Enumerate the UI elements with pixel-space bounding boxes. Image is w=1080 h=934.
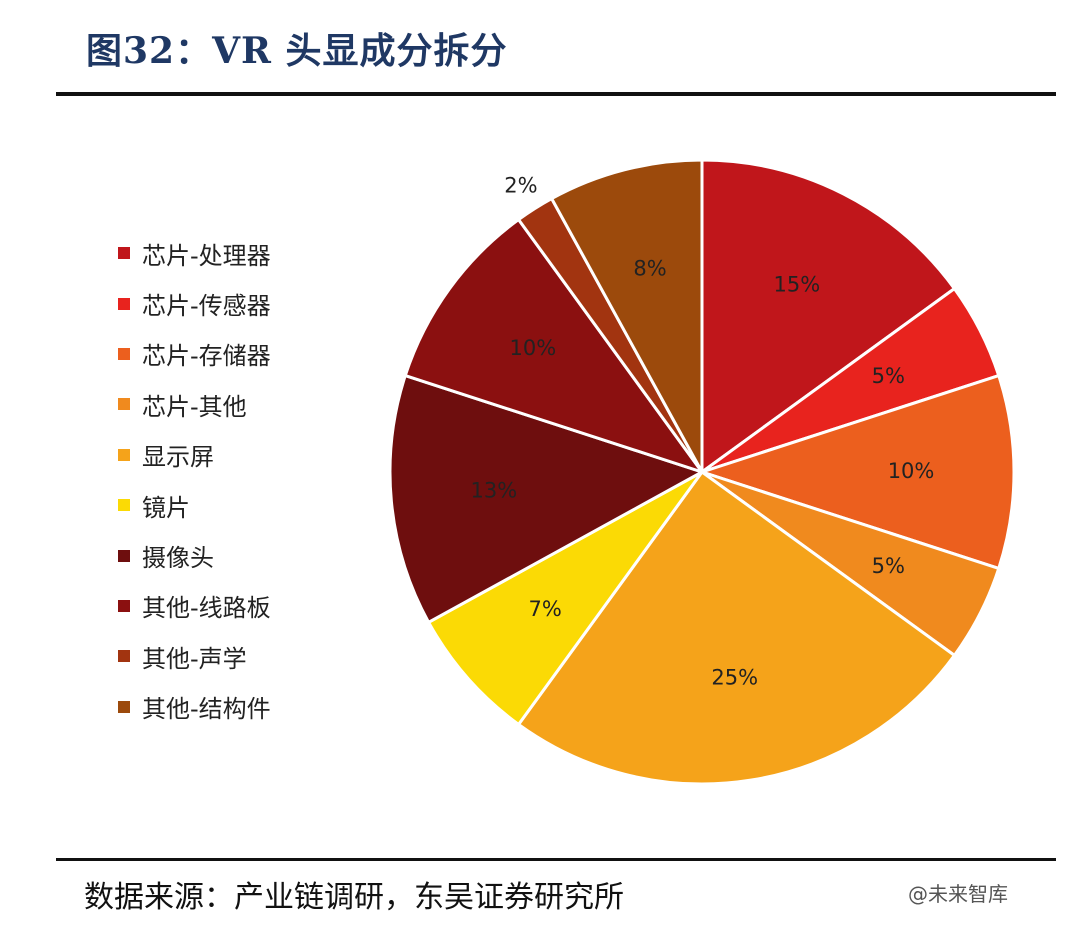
- legend-label: 其他-声学: [142, 644, 247, 673]
- legend-item: 镜片: [118, 480, 271, 530]
- pie-slice: [516, 469, 957, 786]
- legend-label: 芯片-传感器: [142, 292, 271, 321]
- legend-item: 芯片-传感器: [118, 278, 271, 328]
- legend-swatch: [118, 650, 130, 663]
- legend-swatch: [118, 599, 130, 612]
- slice-data-label: 10%: [510, 336, 557, 360]
- pie-slice: [426, 470, 704, 727]
- legend-swatch: [118, 549, 130, 562]
- slice-data-label: 10%: [888, 459, 935, 483]
- legend-item: 其他-线路板: [118, 581, 271, 631]
- legend-label: 芯片-其他: [142, 392, 247, 421]
- source-note: 数据来源：产业链调研，东吴证券研究所: [84, 880, 624, 915]
- slice-data-label: 5%: [872, 364, 905, 388]
- bottom-rule: [56, 858, 1056, 861]
- legend-label: 芯片-处理器: [142, 241, 271, 270]
- slice-data-label: 13%: [471, 479, 518, 503]
- slice-data-label: 7%: [529, 597, 562, 621]
- legend: 芯片-处理器 芯片-传感器 芯片-存储器 芯片-其他 显示屏 镜片 摄像头 其他…: [118, 228, 271, 732]
- legend-swatch: [118, 499, 130, 512]
- legend-swatch: [118, 347, 130, 360]
- legend-label: 镜片: [142, 493, 190, 522]
- slice-data-label: 8%: [633, 257, 666, 281]
- legend-item: 芯片-存储器: [118, 329, 271, 379]
- legend-swatch: [118, 398, 130, 411]
- legend-label: 摄像头: [142, 544, 214, 573]
- legend-swatch: [118, 448, 130, 461]
- legend-item: 摄像头: [118, 530, 271, 580]
- legend-item: 芯片-其他: [118, 379, 271, 429]
- slice-data-label: 15%: [774, 273, 821, 297]
- legend-label: 其他-结构件: [142, 695, 271, 724]
- pie-slice: [549, 158, 704, 473]
- slice-data-label: 25%: [711, 665, 758, 689]
- top-rule: [56, 92, 1056, 96]
- legend-item: 芯片-处理器: [118, 228, 271, 278]
- pie-slice: [697, 373, 1016, 571]
- legend-label: 芯片-存储器: [142, 342, 271, 371]
- pie-slice: [403, 217, 706, 475]
- legend-item: 显示屏: [118, 430, 271, 480]
- slice-data-label: 5%: [872, 554, 905, 578]
- pie-slice: [388, 373, 706, 625]
- legend-label: 显示屏: [142, 443, 214, 472]
- slice-data-label: 2%: [504, 174, 537, 198]
- legend-item: 其他-结构件: [118, 682, 271, 732]
- legend-label: 其他-线路板: [142, 594, 271, 623]
- watermark: @未来智库: [902, 874, 1014, 911]
- legend-swatch: [118, 700, 130, 713]
- figure-title: 图32：VR 头显成分拆分: [86, 30, 508, 72]
- legend-item: 其他-声学: [118, 631, 271, 681]
- legend-swatch: [118, 247, 130, 260]
- pie-slice: [700, 158, 957, 475]
- legend-swatch: [118, 297, 130, 310]
